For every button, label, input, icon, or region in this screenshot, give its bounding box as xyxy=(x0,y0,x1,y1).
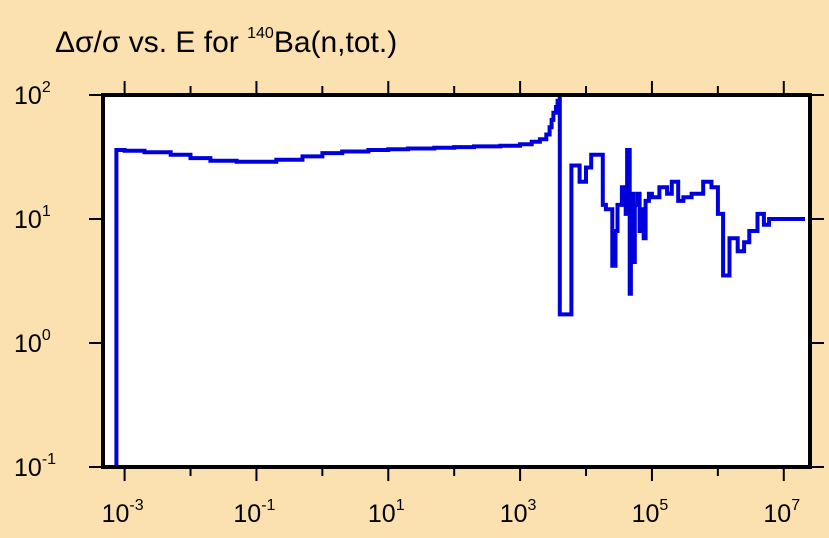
x-tick-label: 101 xyxy=(368,497,405,528)
x-tick-label: 103 xyxy=(500,497,537,528)
y-tick-label: 100 xyxy=(14,327,51,358)
x-tick-label: 105 xyxy=(632,497,669,528)
y-tick-label: 102 xyxy=(14,79,51,110)
plot-area xyxy=(103,95,810,467)
chart-title: Δσ/σ vs. E for 140Ba(n,tot.) xyxy=(55,25,397,59)
plot-frame xyxy=(101,93,812,469)
x-tick-label: 10-3 xyxy=(102,497,144,528)
y-tick-label: 10-1 xyxy=(14,451,56,482)
series-line xyxy=(114,95,805,467)
x-tick-label: 10-1 xyxy=(233,497,275,528)
chart-title-prefix: Δσ/σ vs. E for xyxy=(55,26,247,59)
chart-title-isotope-mass: 140 xyxy=(247,25,274,42)
y-tick-label: 101 xyxy=(14,203,51,234)
chart-title-suffix: Ba(n,tot.) xyxy=(274,26,397,59)
x-tick-label: 107 xyxy=(763,497,800,528)
